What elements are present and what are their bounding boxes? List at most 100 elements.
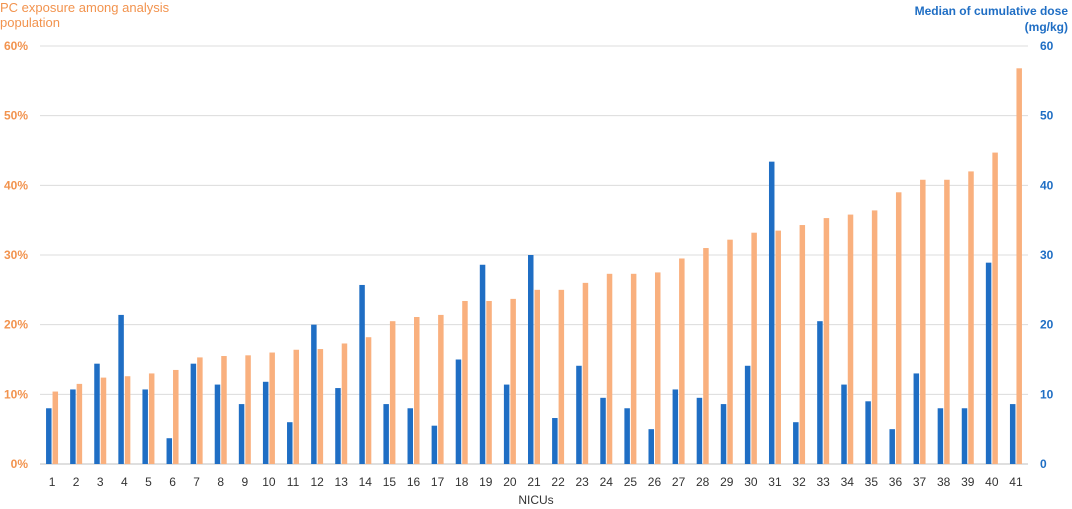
bar-pc-exposure-25: [630, 273, 637, 464]
bar-pc-exposure-21: [534, 289, 540, 464]
x-tick-label: 14: [359, 475, 373, 489]
bar-pc-exposure-14: [365, 337, 372, 464]
bar-median-dose-24: [600, 397, 606, 464]
bar-pc-exposure-13: [341, 343, 348, 464]
x-tick-label: 30: [744, 475, 758, 489]
y-left-tick-label: 50%: [4, 109, 28, 123]
bar-pc-exposure-40: [992, 152, 998, 464]
x-tick-label: 39: [961, 475, 975, 489]
bar-median-dose-22: [552, 418, 558, 464]
bar-pc-exposure-33: [823, 218, 830, 464]
x-tick-label: 28: [696, 475, 710, 489]
bar-pc-exposure-39: [968, 171, 974, 464]
bar-median-dose-25: [624, 408, 630, 464]
y-right-tick-label: 50: [1040, 109, 1054, 123]
y-right-tick-label: 30: [1040, 248, 1054, 262]
x-tick-label: 41: [1009, 475, 1023, 489]
left-axis-title: PC exposure among analysis population: [0, 0, 170, 30]
y-right-tick-label: 20: [1040, 318, 1054, 332]
x-tick-label: 38: [937, 475, 951, 489]
x-tick-label: 29: [720, 475, 734, 489]
x-tick-label: 10: [262, 475, 276, 489]
x-tick-label: 13: [335, 475, 349, 489]
bar-median-dose-32: [793, 422, 799, 464]
bar-pc-exposure-16: [414, 317, 420, 464]
bar-pc-exposure-2: [76, 383, 83, 464]
x-tick-label: 21: [527, 475, 541, 489]
bar-median-dose-33: [817, 321, 823, 464]
bar-median-dose-20: [503, 384, 510, 464]
bar-pc-exposure-32: [799, 225, 806, 464]
x-axis-title: NICUs: [518, 493, 554, 507]
bar-pc-exposure-5: [148, 373, 155, 464]
bar-median-dose-13: [335, 388, 341, 464]
bar-pc-exposure-11: [293, 349, 300, 464]
x-tick-label: 26: [648, 475, 662, 489]
bar-median-dose-39: [961, 408, 968, 464]
bar-pc-exposure-18: [462, 300, 468, 464]
bar-pc-exposure-7: [197, 357, 203, 464]
y-left-tick-label: 20%: [4, 318, 28, 332]
x-tick-label: 6: [169, 475, 176, 489]
bar-median-dose-29: [720, 404, 727, 464]
bar-pc-exposure-19: [486, 300, 492, 464]
bar-median-dose-30: [744, 365, 751, 464]
right-axis-title: Median of cumulative dose (mg/kg): [914, 4, 1068, 34]
bar-median-dose-17: [431, 425, 438, 464]
x-tick-label: 19: [479, 475, 493, 489]
x-tick-label: 1: [49, 475, 56, 489]
x-tick-label: 27: [672, 475, 686, 489]
bar-pc-exposure-31: [775, 230, 781, 464]
bar-pc-exposure-8: [221, 356, 227, 464]
bar-pc-exposure-3: [100, 377, 107, 464]
x-tick-label: 5: [145, 475, 152, 489]
x-tick-label: 17: [431, 475, 445, 489]
bar-pc-exposure-22: [558, 289, 565, 464]
bar-median-dose-18: [455, 359, 462, 464]
bar-median-dose-10: [262, 381, 269, 464]
bar-pc-exposure-12: [317, 349, 324, 464]
x-tick-label: 35: [865, 475, 879, 489]
y-right-tick-label: 10: [1040, 387, 1054, 401]
x-tick-label: 3: [97, 475, 104, 489]
x-tick-label: 18: [455, 475, 469, 489]
x-tick-label: 8: [217, 475, 224, 489]
bar-median-dose-38: [937, 408, 944, 464]
x-tick-label: 37: [913, 475, 927, 489]
bar-median-dose-36: [889, 429, 895, 464]
x-tick-label: 23: [576, 475, 590, 489]
bar-median-dose-4: [118, 314, 124, 464]
bar-pc-exposure-30: [751, 232, 757, 464]
bar-pc-exposure-35: [871, 210, 878, 464]
bar-median-dose-11: [287, 422, 293, 464]
x-tick-label: 40: [985, 475, 999, 489]
bar-pc-exposure-41: [1016, 68, 1022, 464]
gridlines: [40, 45, 1028, 465]
bar-median-dose-2: [70, 389, 76, 464]
bar-pc-exposure-36: [895, 192, 902, 465]
bar-median-dose-15: [383, 404, 389, 464]
bar-median-dose-14: [359, 284, 365, 464]
x-tick-label: 34: [841, 475, 855, 489]
bar-median-dose-3: [94, 363, 100, 464]
x-tick-label: 22: [551, 475, 565, 489]
bar-median-dose-34: [841, 384, 847, 464]
x-tick-label: 25: [624, 475, 638, 489]
bar-median-dose-28: [696, 397, 703, 464]
x-tick-label: 32: [792, 475, 806, 489]
bar-pc-exposure-23: [582, 282, 589, 464]
bar-pc-exposure-6: [173, 369, 179, 464]
bar-median-dose-12: [311, 324, 317, 464]
y-right-tick-label: 0: [1040, 457, 1047, 471]
bar-pc-exposure-4: [124, 376, 131, 464]
bar-pc-exposure-38: [944, 179, 950, 464]
x-tick-label: 12: [310, 475, 324, 489]
bar-pc-exposure-10: [269, 352, 275, 464]
bar-pc-exposure-15: [389, 321, 396, 464]
y-left-tick-label: 0%: [11, 457, 29, 471]
bar-pc-exposure-17: [438, 314, 444, 464]
bar-median-dose-41: [1009, 404, 1016, 464]
x-tick-label: 36: [889, 475, 903, 489]
bar-median-dose-27: [672, 389, 679, 464]
